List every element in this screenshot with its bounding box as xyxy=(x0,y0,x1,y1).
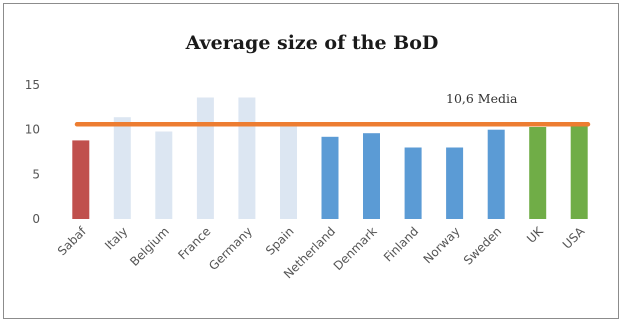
chart-title: Average size of the BoD xyxy=(185,32,439,54)
x-tick-label: Denmark xyxy=(331,224,380,273)
x-tick-label: Finland xyxy=(381,224,421,264)
x-tick-label: Spain xyxy=(263,224,297,258)
bar-sabaf xyxy=(72,140,90,219)
x-tick-label: USA xyxy=(560,224,588,252)
reference-line-label: 10,6 Media xyxy=(446,91,518,106)
bar-sweden xyxy=(487,129,505,219)
x-tick-label: Germany xyxy=(206,224,255,273)
x-tick-label: Italy xyxy=(102,224,130,252)
x-tick-label: France xyxy=(175,224,213,262)
x-tick-label: Norway xyxy=(421,224,463,266)
reference-line-group: 10,6 Media xyxy=(74,91,591,127)
y-axis: 0 5 10 15 xyxy=(25,78,40,226)
bar-germany xyxy=(238,97,256,219)
bar-denmark xyxy=(363,133,380,219)
bar-belgium xyxy=(155,131,173,219)
bar-netherland xyxy=(321,136,339,219)
x-tick-label: UK xyxy=(524,223,546,245)
bar-norway xyxy=(446,147,464,219)
bar-finland xyxy=(404,147,422,219)
x-tick-label: Belgium xyxy=(127,224,172,269)
bars xyxy=(72,97,588,219)
y-tick-label: 0 xyxy=(32,212,40,226)
x-tick-label: Sabaf xyxy=(55,224,90,259)
bar-spain xyxy=(280,123,297,219)
bar-france xyxy=(196,97,214,219)
y-tick-label: 5 xyxy=(32,167,40,181)
chart-frame xyxy=(3,3,619,319)
y-tick-label: 15 xyxy=(25,78,40,92)
bar-usa xyxy=(570,125,588,219)
bar-uk xyxy=(529,127,547,219)
y-tick-label: 10 xyxy=(25,123,40,137)
bar-italy xyxy=(113,117,131,219)
x-tick-label: Sweden xyxy=(461,224,504,267)
